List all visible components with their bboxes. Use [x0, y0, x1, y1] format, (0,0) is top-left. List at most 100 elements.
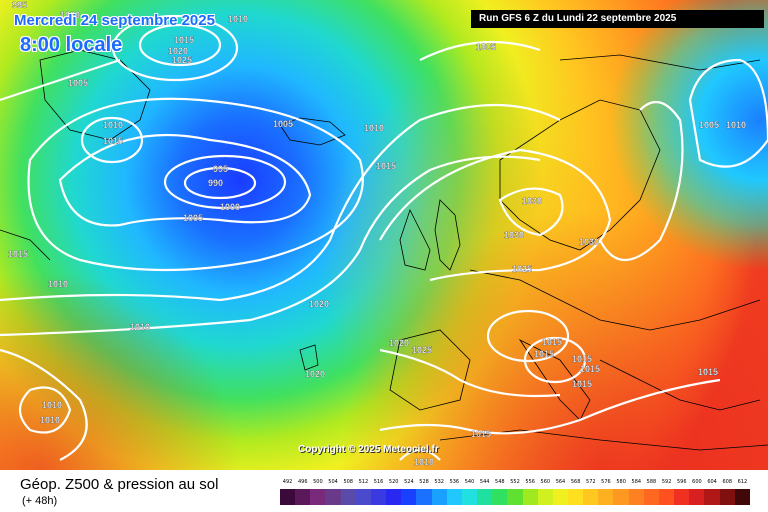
scale-tick-label: 608 — [722, 479, 733, 485]
svg-text:1015: 1015 — [471, 429, 491, 439]
scale-tick-label: 532 — [434, 479, 444, 485]
scale-tick-label: 512 — [358, 479, 369, 485]
scale-swatch — [567, 489, 584, 505]
scale-tick-label: 528 — [419, 479, 429, 485]
scale-tick-label: 544 — [479, 479, 490, 485]
scale-tick-label: 520 — [388, 479, 399, 485]
scale-tick-label: 600 — [692, 479, 702, 485]
chart-title: Géop. Z500 & pression au sol — [20, 476, 219, 493]
scale-tick-label: 580 — [616, 479, 626, 485]
svg-text:1010: 1010 — [103, 120, 123, 130]
scale-swatch — [477, 489, 493, 505]
forecast-offset: (+ 48h) — [22, 495, 58, 507]
scale-swatch — [522, 489, 538, 505]
scale-tick-label: 504 — [328, 479, 338, 485]
scale-swatch — [613, 489, 629, 505]
scale-swatch — [325, 489, 341, 505]
isobar-labels: 995 1000 1010 1015 1020 1025 1005 1005 1… — [8, 0, 746, 467]
svg-text:995: 995 — [12, 0, 27, 10]
svg-text:1030: 1030 — [504, 230, 524, 240]
scale-tick-label: 564 — [555, 479, 566, 485]
svg-text:1015: 1015 — [698, 367, 718, 377]
svg-text:995: 995 — [213, 164, 228, 174]
scale-swatch — [674, 489, 690, 505]
svg-text:1010: 1010 — [48, 279, 68, 289]
svg-text:1010: 1010 — [414, 457, 434, 467]
svg-text:1000: 1000 — [220, 202, 240, 212]
scale-swatch — [310, 489, 326, 505]
svg-text:1010: 1010 — [228, 14, 248, 24]
svg-text:1020: 1020 — [168, 46, 188, 56]
scale-tick-label: 500 — [313, 479, 323, 485]
scale-swatch — [492, 489, 508, 505]
svg-text:1015: 1015 — [580, 364, 600, 374]
scale-tick-label: 556 — [525, 479, 535, 485]
scale-tick-label: 540 — [464, 479, 475, 485]
svg-text:1020: 1020 — [389, 338, 409, 348]
svg-text:1025: 1025 — [512, 264, 532, 274]
scale-swatch — [704, 489, 720, 505]
scale-tick-label: 584 — [631, 479, 642, 485]
svg-text:1015: 1015 — [103, 136, 123, 146]
svg-text:1005: 1005 — [699, 120, 719, 130]
color-scale: 492 496 500 504 508 512 516 520 524 528 532 536 540 5… — [280, 479, 750, 509]
scale-tick-label: 560 — [540, 479, 551, 485]
scale-swatch — [658, 489, 675, 505]
scale-tick-label: 612 — [737, 479, 748, 485]
svg-text:1020: 1020 — [309, 299, 329, 309]
run-info: Run GFS 6 Z du Lundi 22 septembre 2025 — [471, 10, 764, 28]
valid-date: Mercredi 24 septembre 2025 — [14, 12, 215, 29]
isobars — [0, 14, 768, 461]
svg-text:1015: 1015 — [542, 337, 562, 347]
scale-swatch — [598, 489, 614, 505]
scale-tick-label: 552 — [510, 479, 520, 485]
svg-text:1030: 1030 — [579, 237, 599, 247]
scale-tick-label: 568 — [570, 479, 581, 485]
copyright: Copyright © 2025 Meteociel.fr — [298, 444, 439, 455]
geopotential-map: 995 1000 1010 1015 1020 1025 1005 1005 1… — [0, 0, 768, 470]
scale-tick-label: 592 — [661, 479, 672, 485]
svg-text:1020: 1020 — [305, 369, 325, 379]
scale-tick-label: 492 — [282, 479, 293, 485]
scale-swatch — [537, 489, 553, 505]
scale-swatch — [689, 489, 705, 505]
svg-text:1025: 1025 — [172, 55, 192, 65]
scale-tick-label: 576 — [601, 479, 611, 485]
scale-swatch — [734, 489, 750, 505]
svg-text:1005: 1005 — [273, 119, 293, 129]
scale-swatches — [280, 489, 750, 505]
scale-swatch — [416, 489, 432, 505]
svg-text:1005: 1005 — [476, 42, 496, 52]
scale-swatch — [355, 489, 371, 505]
scale-swatch — [461, 489, 478, 505]
svg-text:1010: 1010 — [40, 415, 60, 425]
scale-tick-label: 516 — [373, 479, 384, 485]
scale-tick-label: 536 — [449, 479, 460, 485]
scale-tick-label: 588 — [646, 479, 657, 485]
scale-tick-label: 596 — [676, 479, 687, 485]
scale-swatch — [295, 489, 311, 505]
svg-text:1015: 1015 — [376, 161, 396, 171]
svg-text:1010: 1010 — [364, 123, 384, 133]
scale-swatch — [719, 489, 735, 505]
svg-text:1010: 1010 — [42, 400, 62, 410]
svg-text:1005: 1005 — [68, 78, 88, 88]
scale-swatch — [628, 489, 644, 505]
svg-text:1010: 1010 — [726, 120, 746, 130]
legend-footer: Géop. Z500 & pression au sol (+ 48h) 492… — [0, 470, 768, 512]
valid-time: 8:00 locale — [20, 34, 123, 56]
svg-text:1015: 1015 — [534, 349, 554, 359]
scale-swatch — [643, 489, 659, 505]
scale-swatch — [507, 489, 523, 505]
svg-text:1010: 1010 — [130, 322, 150, 332]
scale-swatch — [431, 489, 447, 505]
scale-tick-label: 496 — [297, 479, 308, 485]
scale-swatch — [446, 489, 462, 505]
svg-text:1005: 1005 — [183, 213, 203, 223]
scale-swatch — [280, 489, 296, 505]
svg-text:1015: 1015 — [174, 35, 194, 45]
svg-text:1015: 1015 — [572, 354, 592, 364]
scale-tick-label: 524 — [404, 479, 414, 485]
scale-swatch — [583, 489, 599, 505]
